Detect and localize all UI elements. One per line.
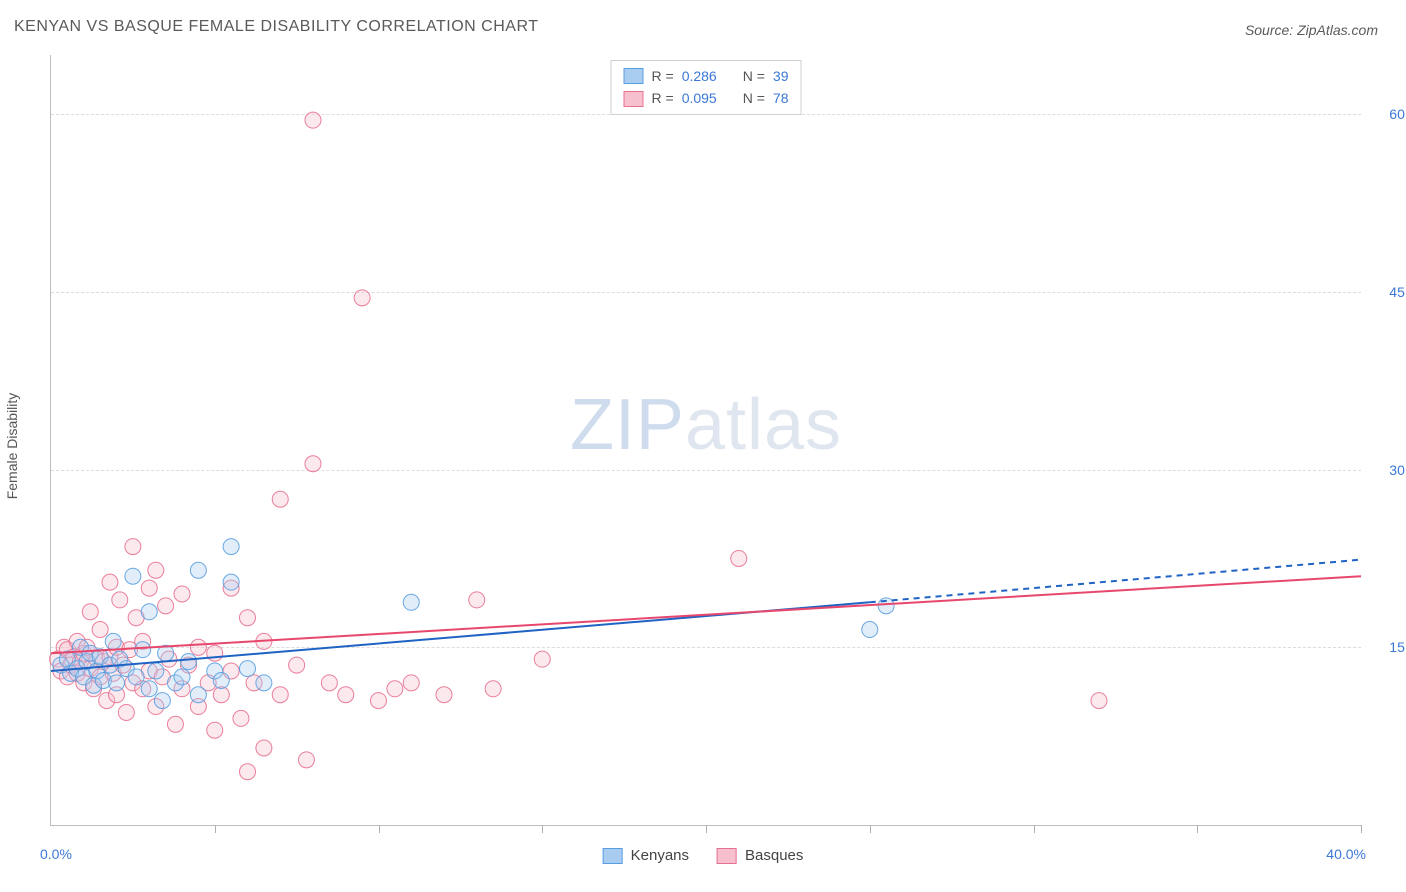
swatch-basques-icon bbox=[624, 91, 644, 107]
scatter-point bbox=[141, 580, 157, 596]
n-label: N = bbox=[743, 87, 765, 109]
scatter-point bbox=[82, 604, 98, 620]
scatter-point bbox=[233, 710, 249, 726]
scatter-point bbox=[223, 539, 239, 555]
scatter-point bbox=[436, 687, 452, 703]
legend-label-kenyans: Kenyans bbox=[631, 847, 689, 864]
scatter-point bbox=[485, 681, 501, 697]
scatter-point bbox=[118, 704, 134, 720]
scatter-point bbox=[469, 592, 485, 608]
y-tick-label: 15.0% bbox=[1369, 639, 1406, 655]
scatter-point bbox=[105, 633, 121, 649]
scatter-point bbox=[135, 642, 151, 658]
scatter-point bbox=[154, 693, 170, 709]
scatter-point bbox=[240, 610, 256, 626]
n-value-basques: 78 bbox=[773, 87, 789, 109]
y-tick-label: 45.0% bbox=[1369, 284, 1406, 300]
scatter-point bbox=[305, 112, 321, 128]
r-label: R = bbox=[652, 65, 674, 87]
scatter-point bbox=[305, 456, 321, 472]
scatter-point bbox=[213, 687, 229, 703]
y-axis-label: Female Disability bbox=[4, 393, 20, 500]
scatter-point bbox=[174, 669, 190, 685]
scatter-point bbox=[102, 574, 118, 590]
n-label: N = bbox=[743, 65, 765, 87]
scatter-point bbox=[92, 622, 108, 638]
legend-label-basques: Basques bbox=[745, 847, 803, 864]
scatter-point bbox=[1091, 693, 1107, 709]
legend-item-kenyans: Kenyans bbox=[603, 847, 689, 864]
y-tick-label: 30.0% bbox=[1369, 462, 1406, 478]
swatch-kenyans-icon bbox=[624, 68, 644, 84]
scatter-point bbox=[181, 654, 197, 670]
x-tick bbox=[1034, 825, 1035, 833]
scatter-point bbox=[862, 622, 878, 638]
x-tick bbox=[1361, 825, 1362, 833]
scatter-point bbox=[141, 681, 157, 697]
scatter-point bbox=[534, 651, 550, 667]
scatter-point bbox=[387, 681, 403, 697]
chart-title: KENYAN VS BASQUE FEMALE DISABILITY CORRE… bbox=[14, 18, 539, 36]
x-tick bbox=[215, 825, 216, 833]
y-tick-label: 60.0% bbox=[1369, 106, 1406, 122]
scatter-point bbox=[148, 562, 164, 578]
scatter-point bbox=[190, 687, 206, 703]
scatter-point bbox=[190, 639, 206, 655]
r-value-basques: 0.095 bbox=[682, 87, 717, 109]
scatter-point bbox=[256, 740, 272, 756]
scatter-point bbox=[174, 586, 190, 602]
series-legend: Kenyans Basques bbox=[603, 847, 804, 864]
r-value-kenyans: 0.286 bbox=[682, 65, 717, 87]
scatter-point bbox=[338, 687, 354, 703]
scatter-point bbox=[190, 562, 206, 578]
scatter-point bbox=[125, 568, 141, 584]
legend-item-basques: Basques bbox=[717, 847, 803, 864]
x-tick bbox=[706, 825, 707, 833]
plot-area: ZIPatlas R = 0.286 N = 39 R = 0.095 N = … bbox=[50, 55, 1361, 826]
stats-row-kenyans: R = 0.286 N = 39 bbox=[624, 65, 789, 87]
scatter-point bbox=[148, 663, 164, 679]
scatter-point bbox=[158, 598, 174, 614]
x-axis-max-label: 40.0% bbox=[1326, 846, 1366, 862]
scatter-point bbox=[256, 675, 272, 691]
scatter-point bbox=[213, 672, 229, 688]
scatter-point bbox=[207, 722, 223, 738]
source-attribution: Source: ZipAtlas.com bbox=[1245, 22, 1378, 38]
stats-legend: R = 0.286 N = 39 R = 0.095 N = 78 bbox=[611, 60, 802, 115]
scatter-point bbox=[298, 752, 314, 768]
scatter-point bbox=[167, 716, 183, 732]
x-tick bbox=[1197, 825, 1198, 833]
scatter-point bbox=[321, 675, 337, 691]
plot-svg bbox=[51, 55, 1361, 825]
scatter-point bbox=[223, 574, 239, 590]
scatter-point bbox=[371, 693, 387, 709]
scatter-point bbox=[109, 675, 125, 691]
scatter-point bbox=[272, 687, 288, 703]
scatter-point bbox=[128, 669, 144, 685]
scatter-point bbox=[403, 594, 419, 610]
x-tick bbox=[542, 825, 543, 833]
scatter-point bbox=[125, 539, 141, 555]
stats-row-basques: R = 0.095 N = 78 bbox=[624, 87, 789, 109]
scatter-point bbox=[112, 592, 128, 608]
legend-swatch-kenyans-icon bbox=[603, 848, 623, 864]
scatter-point bbox=[403, 675, 419, 691]
scatter-point bbox=[354, 290, 370, 306]
scatter-point bbox=[141, 604, 157, 620]
scatter-point bbox=[207, 645, 223, 661]
scatter-point bbox=[289, 657, 305, 673]
x-axis-min-label: 0.0% bbox=[40, 846, 72, 862]
x-tick bbox=[870, 825, 871, 833]
scatter-point bbox=[272, 491, 288, 507]
x-tick bbox=[379, 825, 380, 833]
scatter-point bbox=[240, 764, 256, 780]
r-label: R = bbox=[652, 87, 674, 109]
n-value-kenyans: 39 bbox=[773, 65, 789, 87]
scatter-point bbox=[240, 661, 256, 677]
scatter-point bbox=[731, 550, 747, 566]
legend-swatch-basques-icon bbox=[717, 848, 737, 864]
